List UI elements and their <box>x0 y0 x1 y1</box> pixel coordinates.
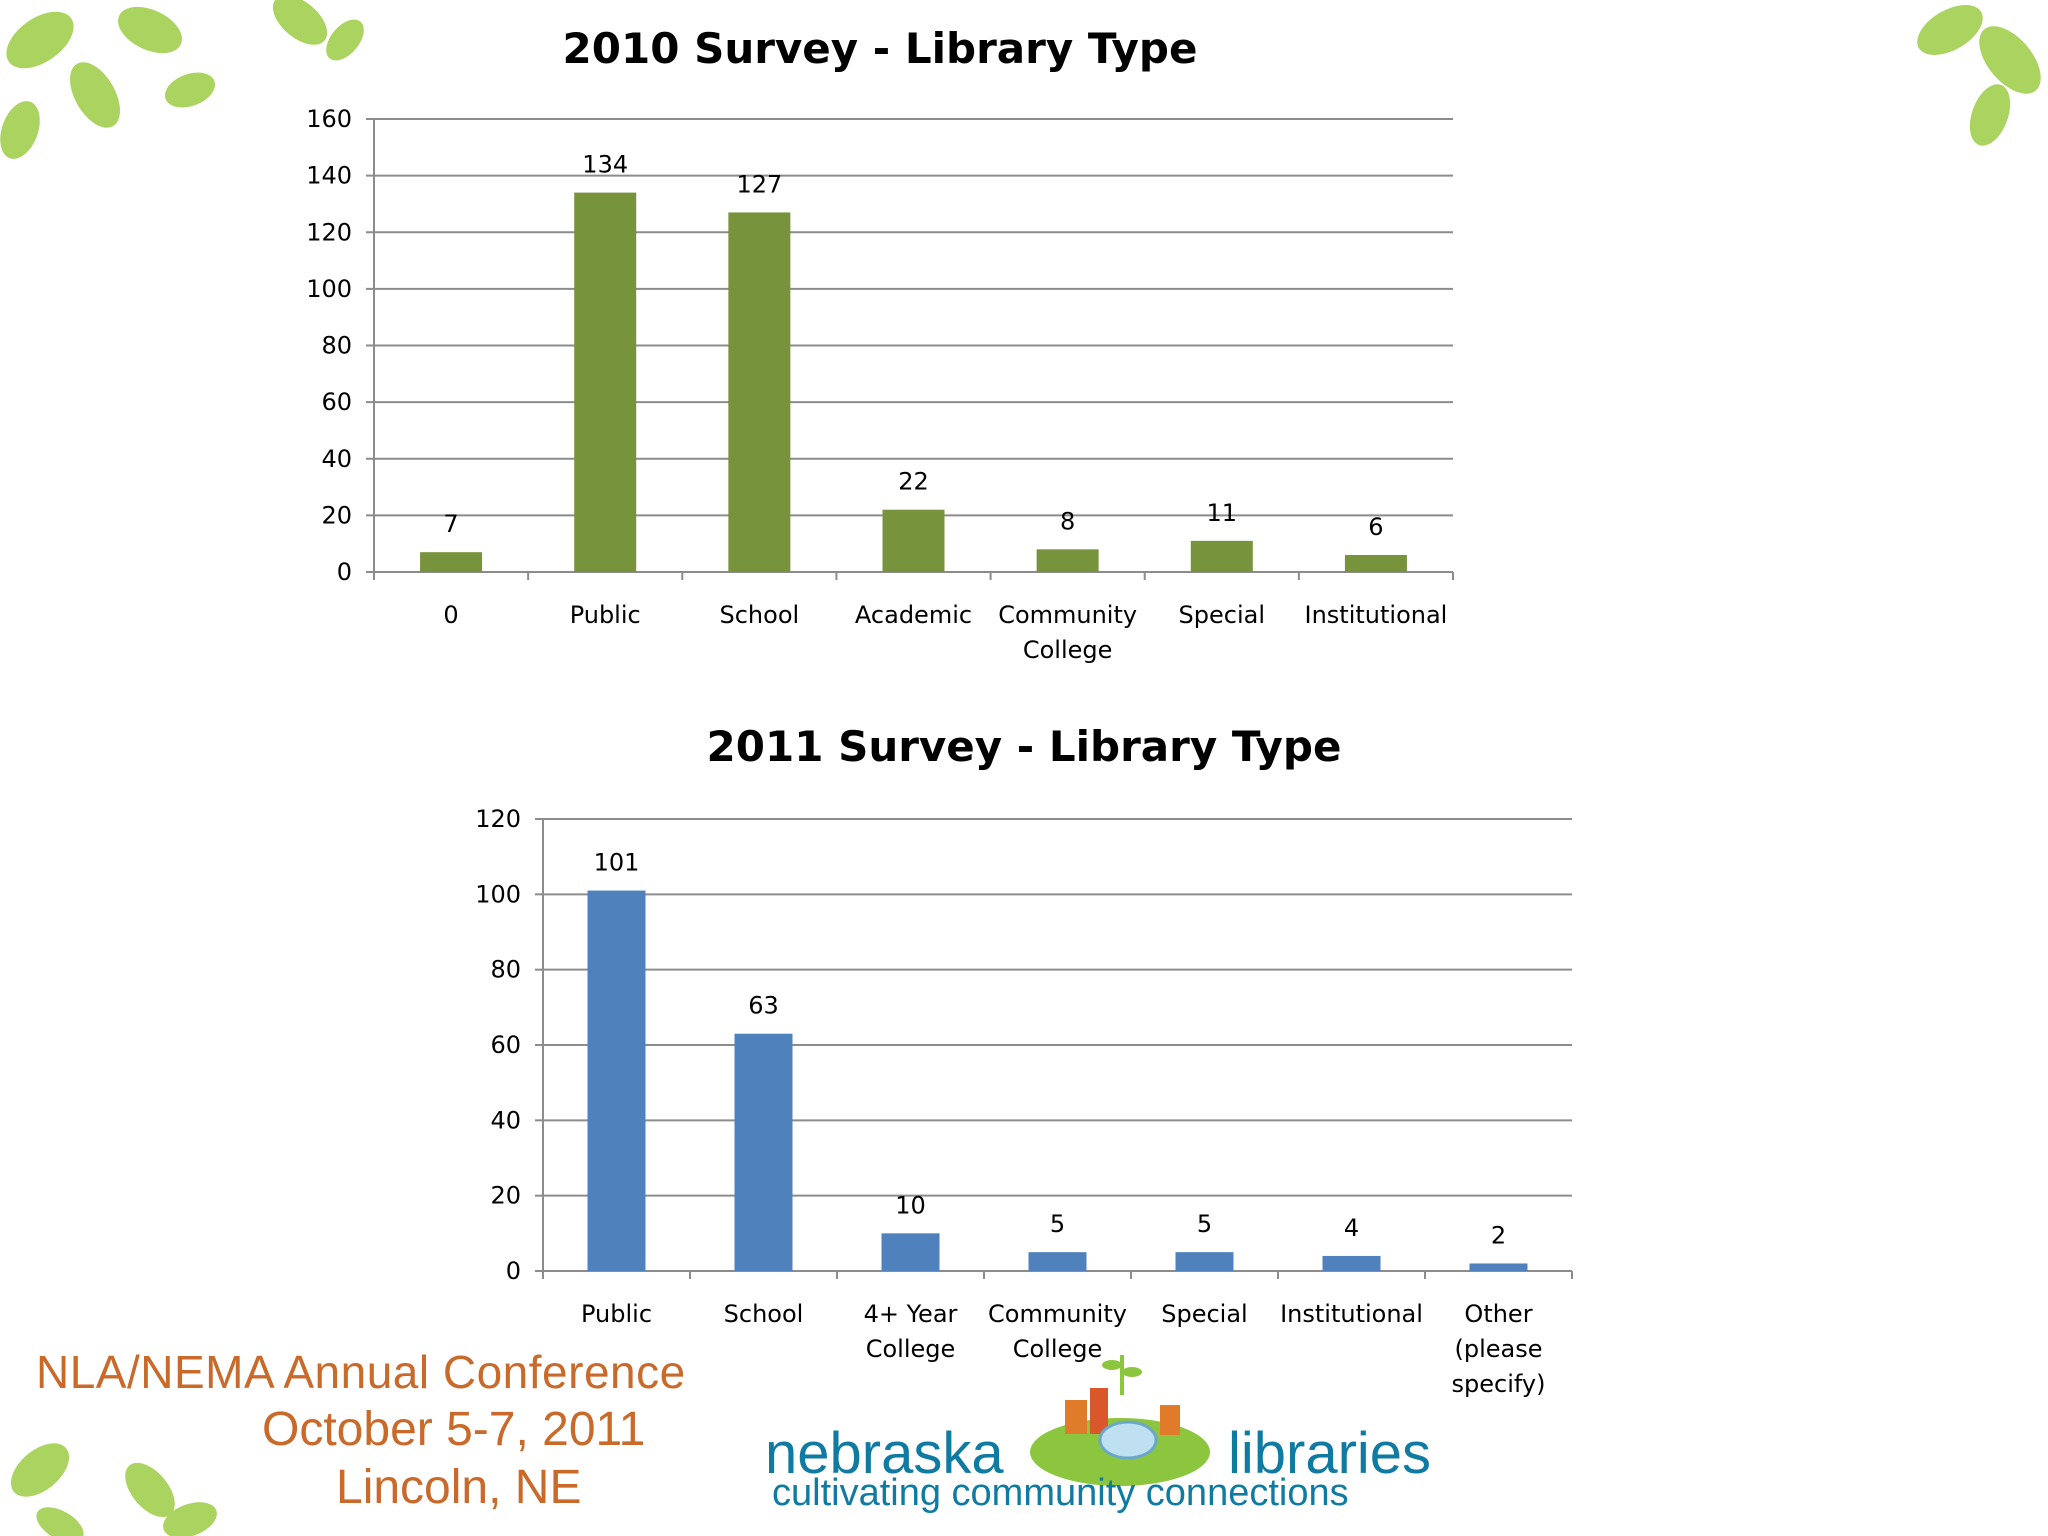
bar <box>1469 1263 1528 1271</box>
data-label: 4 <box>1344 1214 1359 1242</box>
y-tick-label: 0 <box>337 558 352 586</box>
y-tick-label: 80 <box>321 332 352 360</box>
y-tick-label: 60 <box>321 388 352 416</box>
bar <box>1190 540 1253 572</box>
y-tick-label: 100 <box>475 880 521 908</box>
logo-tagline: cultivating community connections <box>772 1472 1349 1514</box>
category-label: Other <box>1464 1300 1532 1328</box>
data-label: 5 <box>1050 1210 1065 1238</box>
y-tick-label: 60 <box>490 1031 521 1059</box>
y-tick-label: 20 <box>321 501 352 529</box>
conference-location: Lincoln, NE <box>336 1461 582 1514</box>
y-tick-label: 40 <box>321 445 352 473</box>
data-label: 22 <box>898 468 929 496</box>
category-label: Public <box>570 601 641 629</box>
data-label: 11 <box>1207 499 1238 527</box>
y-tick-label: 120 <box>306 218 352 246</box>
category-label: Community <box>988 1300 1127 1328</box>
data-label: 7 <box>443 510 458 538</box>
y-tick-label: 80 <box>490 956 521 984</box>
bar <box>881 1233 940 1271</box>
chart-2010: 0 20 40 60 80 100 120 140 160 7 0 134 Public 127 Schoo… <box>306 105 1454 664</box>
category-label: 4+ Year <box>864 1300 958 1328</box>
logo-word-libraries: libraries <box>1228 1421 1432 1486</box>
data-label: 10 <box>895 1191 926 1219</box>
y-tick-label: 40 <box>490 1106 521 1134</box>
y-tick-label: 140 <box>306 162 352 190</box>
bar <box>1322 1255 1381 1271</box>
category-label: School <box>720 601 800 629</box>
category-label: Public <box>581 1300 652 1328</box>
category-label: College <box>866 1335 956 1363</box>
category-label: Academic <box>855 601 972 629</box>
category-label: (please <box>1454 1335 1542 1363</box>
data-label: 6 <box>1368 513 1383 541</box>
bar <box>728 212 791 572</box>
chart-2011: 0 20 40 60 80 100 120 101 Public 63 School 10 4+ Yea… <box>475 805 1573 1398</box>
data-label: 5 <box>1197 1210 1212 1238</box>
category-label: College <box>1023 636 1113 664</box>
y-tick-label: 0 <box>506 1257 521 1285</box>
bar <box>574 192 637 573</box>
bar <box>587 890 646 1271</box>
category-label: Institutional <box>1305 601 1448 629</box>
data-label: 8 <box>1060 507 1075 535</box>
conference-dates: October 5-7, 2011 <box>262 1403 646 1456</box>
y-tick-label: 160 <box>306 105 352 133</box>
data-label: 2 <box>1491 1221 1506 1249</box>
bar <box>734 1033 793 1271</box>
data-label: 101 <box>594 849 640 877</box>
category-label: 0 <box>443 601 458 629</box>
chart-title-2010: 2010 Survey - Library Type <box>562 24 1198 73</box>
data-label: 127 <box>736 170 782 198</box>
y-tick-label: 20 <box>490 1182 521 1210</box>
bar <box>1036 549 1099 572</box>
category-label: College <box>1013 1335 1103 1363</box>
chart-title-2011: 2011 Survey - Library Type <box>706 722 1342 771</box>
bar <box>1344 555 1407 572</box>
bar <box>1028 1252 1087 1271</box>
conference-name: NLA/NEMA Annual Conference <box>36 1346 686 1398</box>
bar <box>420 552 483 572</box>
category-label: Institutional <box>1280 1300 1423 1328</box>
category-label: Special <box>1179 601 1265 629</box>
bar <box>1175 1252 1234 1271</box>
data-label: 63 <box>748 992 779 1020</box>
category-label: specify) <box>1452 1370 1546 1398</box>
data-label: 134 <box>582 151 628 179</box>
logo-word-nebraska: nebraska <box>765 1421 1004 1486</box>
y-tick-label: 120 <box>475 805 521 833</box>
bar <box>882 509 945 572</box>
y-tick-label: 100 <box>306 275 352 303</box>
category-label: School <box>724 1300 804 1328</box>
category-label: Special <box>1161 1300 1247 1328</box>
category-label: Community <box>998 601 1137 629</box>
